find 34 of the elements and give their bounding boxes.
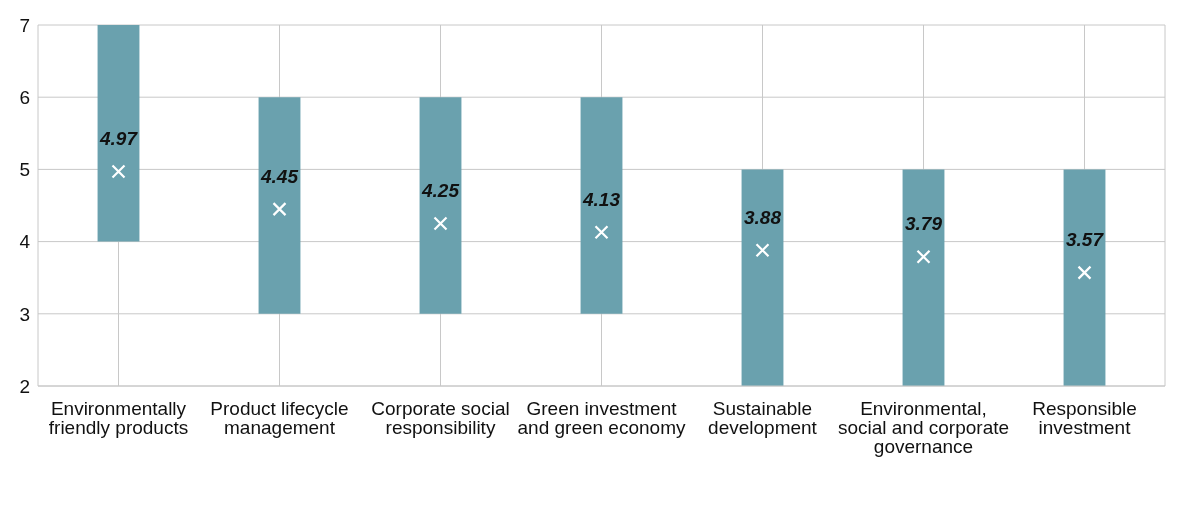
bar — [902, 169, 945, 386]
point — [594, 225, 609, 240]
x-tick-label: Responsible investment — [1032, 398, 1137, 439]
x-tick-label: Environmentally friendly products — [48, 398, 189, 439]
y-tick-label: 2 — [19, 375, 30, 397]
data-label: 4.45 — [260, 165, 299, 187]
y-tick-label: 5 — [19, 159, 30, 181]
bar — [419, 97, 462, 314]
x-tick-label: Corporate social responsibility — [371, 398, 510, 439]
bar — [258, 97, 301, 314]
data-label: 3.57 — [1066, 229, 1105, 251]
data-label: 4.25 — [421, 180, 460, 202]
bar — [1063, 169, 1106, 386]
x-tick-label: Environmental, social and corporate governance — [837, 398, 1010, 458]
x-tick-label: Product lifecycle management — [210, 398, 349, 439]
x-tick-label: Sustainable development — [708, 398, 818, 439]
bar — [580, 97, 623, 314]
y-tick-label: 4 — [19, 231, 31, 253]
point — [272, 202, 287, 217]
point — [111, 164, 126, 179]
point — [916, 249, 931, 264]
y-tick-label: 7 — [19, 14, 30, 36]
bar — [97, 25, 140, 242]
y-tick-label: 3 — [19, 303, 30, 325]
data-label: 4.97 — [99, 128, 139, 150]
data-label: 3.79 — [905, 213, 943, 235]
bar — [741, 169, 784, 386]
point — [433, 216, 448, 231]
point — [1077, 265, 1092, 280]
data-label: 3.88 — [744, 206, 782, 228]
point — [755, 243, 770, 258]
data-label: 4.13 — [582, 188, 621, 210]
x-tick-label: Green investment and green economy — [517, 398, 686, 439]
y-tick-label: 6 — [19, 86, 30, 108]
